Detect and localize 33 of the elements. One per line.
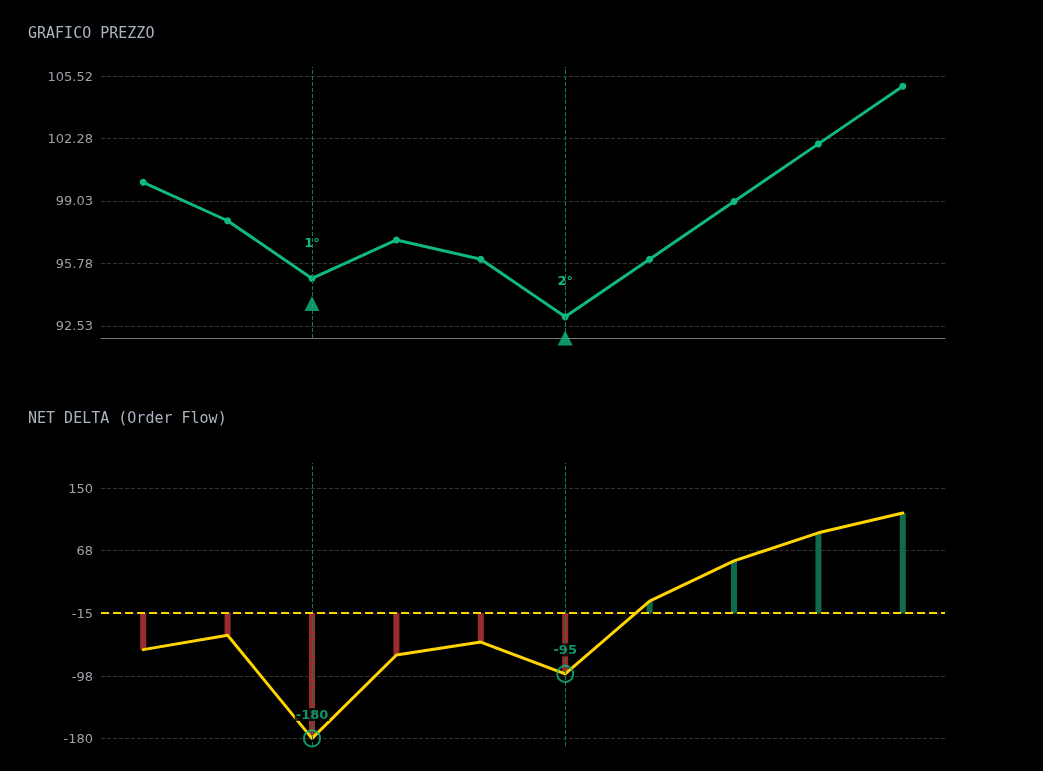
point	[557, 330, 573, 346]
point	[304, 295, 320, 311]
y-tick-label: 99.03	[55, 193, 93, 209]
chart-title: GRAFICO PREZZO	[28, 23, 155, 42]
bar	[477, 613, 484, 643]
annotation: 2°	[557, 273, 573, 289]
y-tick-label: 105.52	[47, 68, 93, 84]
bar	[224, 613, 231, 636]
point	[139, 178, 147, 186]
annotation: 1°	[304, 234, 320, 250]
y-tick-label: 150	[68, 480, 93, 496]
point	[224, 217, 232, 225]
y-tick-label: 92.53	[55, 318, 93, 334]
point	[646, 255, 654, 263]
data-label: -180	[295, 706, 329, 722]
chart-title: NET DELTA (Order Flow)	[28, 408, 227, 427]
bar	[393, 613, 400, 655]
point	[899, 82, 907, 90]
point	[477, 255, 485, 263]
bar	[815, 532, 822, 614]
y-tick-label: -98	[71, 668, 93, 684]
point	[814, 140, 822, 148]
bar	[140, 613, 147, 650]
point	[730, 198, 738, 206]
y-tick-label: 95.78	[55, 255, 93, 271]
point	[392, 236, 400, 244]
y-tick-label: 102.28	[47, 131, 93, 146]
y-tick-label: -180	[63, 730, 93, 746]
bar	[731, 560, 737, 614]
y-tick-label: 68	[76, 542, 93, 558]
bar	[899, 513, 906, 614]
y-tick-label: -15	[71, 605, 93, 621]
data-label: -95	[553, 642, 577, 658]
